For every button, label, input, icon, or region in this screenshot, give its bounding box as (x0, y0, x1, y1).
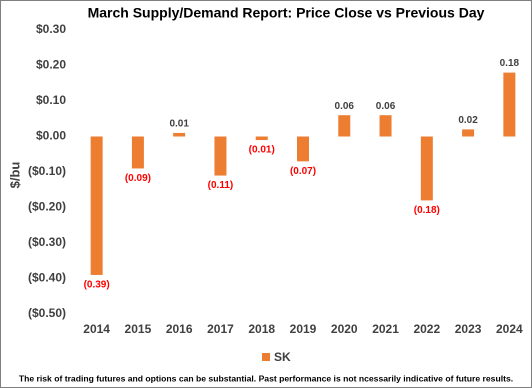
x-tick-label: 2018 (248, 322, 275, 336)
value-label: (0.07) (290, 166, 316, 177)
value-label: (0.18) (414, 205, 440, 216)
legend-swatch (262, 353, 270, 361)
y-axis-label: $/bu (7, 162, 22, 189)
x-tick-label: 2023 (455, 322, 482, 336)
x-tick-label: 2016 (166, 322, 193, 336)
bar (338, 115, 351, 137)
value-label: 0.06 (335, 101, 355, 112)
x-tick-label: 2020 (331, 322, 358, 336)
bar (503, 72, 516, 137)
value-label: 0.06 (376, 101, 396, 112)
bar (173, 132, 186, 137)
y-tick-label: ($0.50) (28, 306, 66, 320)
bar (420, 136, 433, 201)
bar (214, 136, 227, 176)
bar (379, 115, 392, 137)
footnote: The risk of trading futures and options … (19, 373, 513, 383)
bar (90, 136, 103, 275)
legend-label: SK (274, 350, 291, 364)
x-tick-label: 2015 (125, 322, 152, 336)
x-tick-label: 2022 (413, 322, 440, 336)
x-tick-label: 2024 (496, 322, 523, 336)
value-label: 0.01 (169, 119, 189, 130)
y-tick-label: ($0.10) (28, 164, 66, 178)
value-label: 0.02 (458, 115, 478, 126)
x-tick-label: 2014 (83, 322, 110, 336)
x-tick-label: 2017 (207, 322, 234, 336)
value-label: (0.09) (125, 173, 151, 184)
chart-title: March Supply/Demand Report: Price Close … (88, 5, 485, 21)
y-tick-label: ($0.30) (28, 235, 66, 249)
bar (131, 136, 144, 169)
y-tick-label: ($0.20) (28, 200, 66, 214)
bar (297, 136, 309, 162)
y-tick-label: $0.30 (36, 22, 66, 36)
y-tick-label: $0.00 (36, 129, 66, 143)
bar (255, 136, 268, 141)
y-tick-label: ($0.40) (28, 271, 66, 285)
value-label: (0.01) (249, 145, 275, 156)
bar (462, 129, 475, 137)
value-label: 0.18 (500, 58, 520, 69)
x-tick-label: 2019 (290, 322, 317, 336)
x-tick-label: 2021 (372, 322, 399, 336)
y-tick-label: $0.20 (36, 58, 66, 72)
y-tick-label: $0.10 (36, 93, 66, 107)
value-label: (0.11) (208, 180, 234, 191)
value-label: (0.39) (84, 280, 110, 291)
